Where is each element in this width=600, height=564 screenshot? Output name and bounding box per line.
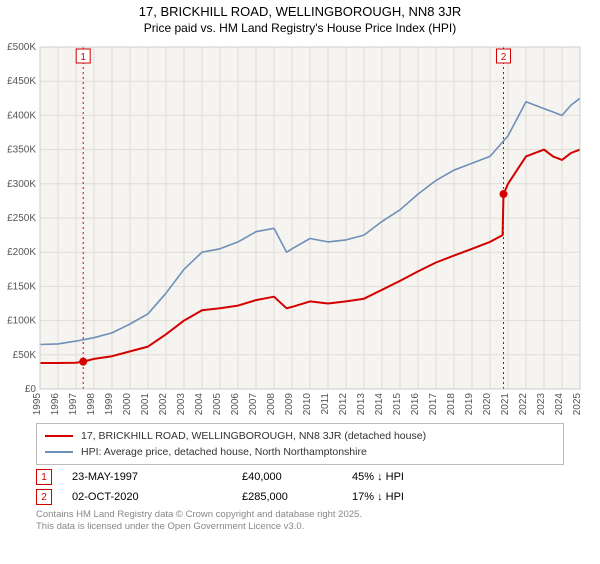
svg-text:2013: 2013 bbox=[356, 393, 367, 416]
svg-text:2016: 2016 bbox=[410, 393, 421, 416]
svg-text:2020: 2020 bbox=[482, 393, 493, 416]
datapoint-row: 1 23-MAY-1997 £40,000 45% ↓ HPI bbox=[36, 467, 564, 487]
datapoint-price: £40,000 bbox=[242, 471, 332, 483]
svg-text:£200K: £200K bbox=[7, 247, 36, 258]
svg-text:2002: 2002 bbox=[158, 393, 169, 416]
svg-text:2001: 2001 bbox=[140, 393, 151, 416]
datapoint-pct: 45% ↓ HPI bbox=[352, 471, 472, 483]
svg-text:2007: 2007 bbox=[248, 393, 259, 416]
svg-text:1996: 1996 bbox=[50, 393, 61, 416]
svg-text:2011: 2011 bbox=[320, 393, 331, 415]
chart-title-address: 17, BRICKHILL ROAD, WELLINGBOROUGH, NN8 … bbox=[0, 4, 600, 19]
svg-text:2006: 2006 bbox=[230, 393, 241, 416]
svg-text:2010: 2010 bbox=[302, 393, 313, 416]
svg-text:2003: 2003 bbox=[176, 393, 187, 416]
legend-item: 17, BRICKHILL ROAD, WELLINGBOROUGH, NN8 … bbox=[45, 428, 555, 444]
svg-text:2018: 2018 bbox=[446, 393, 457, 416]
svg-text:2017: 2017 bbox=[428, 393, 439, 416]
datapoint-row: 2 02-OCT-2020 £285,000 17% ↓ HPI bbox=[36, 487, 564, 507]
svg-text:2023: 2023 bbox=[536, 393, 547, 416]
datapoint-marker: 1 bbox=[36, 469, 52, 485]
svg-text:2025: 2025 bbox=[572, 393, 583, 416]
svg-text:1998: 1998 bbox=[86, 393, 97, 416]
datapoint-table: 1 23-MAY-1997 £40,000 45% ↓ HPI 2 02-OCT… bbox=[36, 467, 564, 507]
attribution: Contains HM Land Registry data © Crown c… bbox=[36, 509, 564, 533]
legend-label: 17, BRICKHILL ROAD, WELLINGBOROUGH, NN8 … bbox=[81, 430, 426, 442]
svg-text:2012: 2012 bbox=[338, 393, 349, 416]
svg-text:2019: 2019 bbox=[464, 393, 475, 416]
svg-text:£500K: £500K bbox=[7, 42, 36, 53]
svg-text:1: 1 bbox=[80, 52, 86, 63]
svg-text:2021: 2021 bbox=[500, 393, 511, 416]
svg-text:£50K: £50K bbox=[13, 350, 37, 361]
svg-text:2009: 2009 bbox=[284, 393, 295, 416]
datapoint-marker: 2 bbox=[36, 489, 52, 505]
svg-text:£300K: £300K bbox=[7, 179, 36, 190]
chart-title-sub: Price paid vs. HM Land Registry's House … bbox=[0, 21, 600, 35]
svg-text:1997: 1997 bbox=[68, 393, 79, 416]
attribution-line: Contains HM Land Registry data © Crown c… bbox=[36, 509, 564, 521]
datapoint-price: £285,000 bbox=[242, 491, 332, 503]
legend-swatch bbox=[45, 435, 73, 437]
datapoint-pct: 17% ↓ HPI bbox=[352, 491, 472, 503]
datapoint-date: 02-OCT-2020 bbox=[72, 491, 222, 503]
svg-text:2022: 2022 bbox=[518, 393, 529, 416]
price-chart: £0£50K£100K£150K£200K£250K£300K£350K£400… bbox=[0, 39, 600, 419]
legend: 17, BRICKHILL ROAD, WELLINGBOROUGH, NN8 … bbox=[36, 423, 564, 465]
svg-text:2: 2 bbox=[501, 52, 507, 63]
svg-text:£400K: £400K bbox=[7, 110, 36, 121]
svg-text:2004: 2004 bbox=[194, 393, 205, 416]
svg-text:£350K: £350K bbox=[7, 145, 36, 156]
svg-text:£150K: £150K bbox=[7, 281, 36, 292]
datapoint-date: 23-MAY-1997 bbox=[72, 471, 222, 483]
attribution-line: This data is licensed under the Open Gov… bbox=[36, 521, 564, 533]
chart-container: £0£50K£100K£150K£200K£250K£300K£350K£400… bbox=[0, 39, 600, 419]
legend-item: HPI: Average price, detached house, Nort… bbox=[45, 444, 555, 460]
svg-text:2000: 2000 bbox=[122, 393, 133, 416]
svg-text:1995: 1995 bbox=[32, 393, 43, 416]
svg-text:£250K: £250K bbox=[7, 213, 36, 224]
svg-text:£100K: £100K bbox=[7, 316, 36, 327]
svg-text:2005: 2005 bbox=[212, 393, 223, 416]
svg-text:2024: 2024 bbox=[554, 393, 565, 416]
legend-label: HPI: Average price, detached house, Nort… bbox=[81, 446, 367, 458]
legend-swatch bbox=[45, 451, 73, 453]
svg-text:2015: 2015 bbox=[392, 393, 403, 416]
svg-text:2008: 2008 bbox=[266, 393, 277, 416]
svg-text:£450K: £450K bbox=[7, 76, 36, 87]
svg-text:1999: 1999 bbox=[104, 393, 115, 416]
svg-text:2014: 2014 bbox=[374, 393, 385, 416]
